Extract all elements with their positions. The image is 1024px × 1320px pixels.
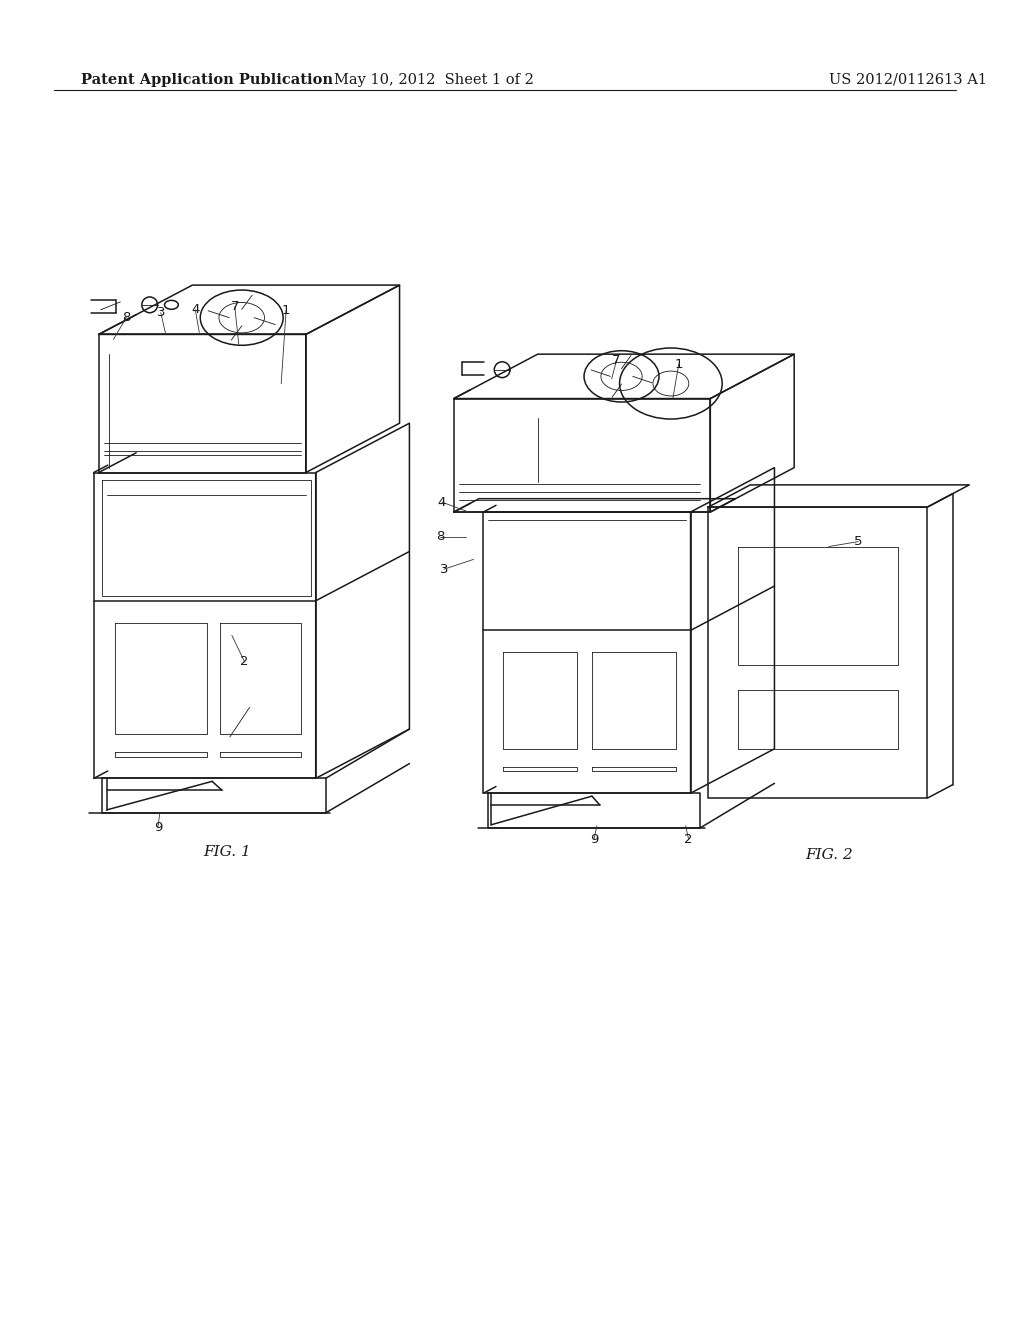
Text: 2: 2 — [241, 656, 249, 668]
Text: 7: 7 — [230, 301, 239, 313]
Text: May 10, 2012  Sheet 1 of 2: May 10, 2012 Sheet 1 of 2 — [334, 73, 535, 87]
Text: 5: 5 — [854, 535, 862, 548]
Text: 8: 8 — [436, 531, 444, 543]
Text: 8: 8 — [122, 312, 130, 325]
Text: 1: 1 — [675, 358, 683, 371]
Text: 3: 3 — [157, 306, 165, 319]
Text: FIG. 2: FIG. 2 — [805, 849, 853, 862]
Text: 3: 3 — [439, 562, 449, 576]
Text: 2: 2 — [684, 833, 693, 846]
Text: Patent Application Publication: Patent Application Publication — [81, 73, 333, 87]
Text: 1: 1 — [282, 304, 291, 317]
Text: 4: 4 — [191, 304, 200, 317]
Text: 7: 7 — [612, 354, 621, 367]
Text: 4: 4 — [438, 495, 446, 508]
Text: US 2012/0112613 A1: US 2012/0112613 A1 — [828, 73, 987, 87]
Text: 9: 9 — [154, 821, 162, 834]
Text: FIG. 1: FIG. 1 — [203, 845, 251, 859]
Text: 9: 9 — [590, 833, 598, 846]
